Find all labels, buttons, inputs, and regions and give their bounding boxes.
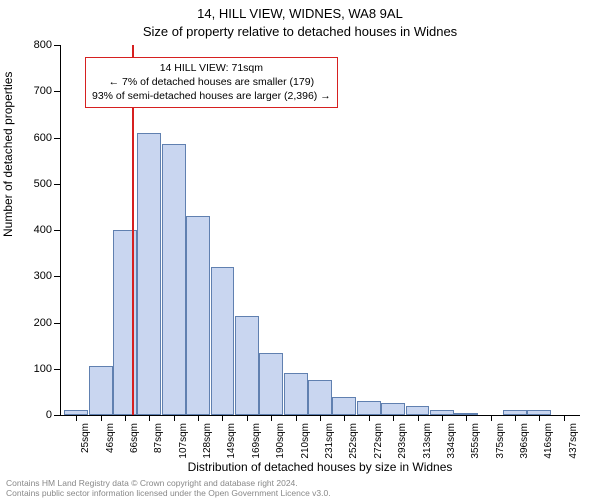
x-tick-label: 210sqm (300, 423, 311, 459)
x-tick-label: 46sqm (105, 423, 116, 453)
x-tick-mark (418, 415, 419, 421)
x-tick-label: 313sqm (422, 423, 433, 459)
footer-line1: Contains HM Land Registry data © Crown c… (6, 478, 331, 488)
info-line-larger: 93% of semi-detached houses are larger (… (92, 89, 331, 103)
x-tick-label: 107sqm (178, 423, 189, 459)
x-tick-mark (149, 415, 150, 421)
x-tick-mark (442, 415, 443, 421)
x-tick-label: 272sqm (373, 423, 384, 459)
x-tick-label: 355sqm (470, 423, 481, 459)
x-tick-mark (296, 415, 297, 421)
x-tick-label: 231sqm (324, 423, 335, 459)
y-tick-label: 100 (34, 363, 52, 375)
footer-line2: Contains public sector information licen… (6, 488, 331, 498)
x-tick-mark (76, 415, 77, 421)
x-tick-label: 128sqm (202, 423, 213, 459)
x-tick-mark (491, 415, 492, 421)
histogram-bar (186, 216, 210, 415)
x-tick-label: 149sqm (226, 423, 237, 459)
x-axis-label: Distribution of detached houses by size … (60, 460, 580, 474)
y-tick-label: 400 (34, 224, 52, 236)
property-info-box: 14 HILL VIEW: 71sqm ← 7% of detached hou… (85, 57, 338, 108)
x-tick-mark (564, 415, 565, 421)
y-tick-mark (54, 138, 60, 139)
histogram-bar (381, 403, 405, 415)
y-tick-label: 700 (34, 85, 52, 97)
x-tick-label: 169sqm (251, 423, 262, 459)
x-tick-mark (247, 415, 248, 421)
y-tick-mark (54, 45, 60, 46)
y-tick-mark (54, 323, 60, 324)
x-tick-mark (344, 415, 345, 421)
y-tick-mark (54, 230, 60, 231)
y-tick-label: 200 (34, 317, 52, 329)
y-tick-label: 800 (34, 39, 52, 51)
x-tick-label: 87sqm (153, 423, 164, 453)
x-tick-mark (393, 415, 394, 421)
x-tick-label: 375sqm (495, 423, 506, 459)
x-tick-mark (198, 415, 199, 421)
info-line-smaller: ← 7% of detached houses are smaller (179… (92, 75, 331, 89)
y-tick-label: 0 (46, 409, 52, 421)
x-tick-label: 334sqm (446, 423, 457, 459)
y-tick-mark (54, 369, 60, 370)
y-tick-label: 300 (34, 270, 52, 282)
histogram-bar (211, 267, 235, 415)
histogram-bar (357, 401, 381, 415)
x-tick-label: 396sqm (519, 423, 530, 459)
y-tick-label: 600 (34, 132, 52, 144)
x-tick-mark (466, 415, 467, 421)
copyright-footer: Contains HM Land Registry data © Crown c… (6, 478, 331, 498)
x-tick-mark (101, 415, 102, 421)
x-tick-mark (125, 415, 126, 421)
histogram-bar (308, 380, 332, 415)
y-tick-mark (54, 184, 60, 185)
histogram-bar (259, 353, 283, 415)
x-tick-mark (174, 415, 175, 421)
x-tick-mark (271, 415, 272, 421)
x-tick-label: 190sqm (275, 423, 286, 459)
x-tick-mark (369, 415, 370, 421)
info-line-property: 14 HILL VIEW: 71sqm (92, 61, 331, 75)
chart-title-subtitle: Size of property relative to detached ho… (0, 24, 600, 39)
y-axis-line (60, 45, 61, 415)
chart-title-address: 14, HILL VIEW, WIDNES, WA8 9AL (0, 6, 600, 21)
x-tick-mark (222, 415, 223, 421)
histogram-bar (332, 397, 356, 416)
x-tick-label: 252sqm (348, 423, 359, 459)
x-tick-mark (539, 415, 540, 421)
property-size-chart: 14, HILL VIEW, WIDNES, WA8 9AL Size of p… (0, 0, 600, 500)
histogram-bar (162, 144, 186, 415)
x-tick-mark (515, 415, 516, 421)
histogram-bar (235, 316, 259, 415)
x-tick-label: 293sqm (397, 423, 408, 459)
histogram-bar (137, 133, 161, 415)
y-tick-mark (54, 276, 60, 277)
histogram-bar (89, 366, 113, 415)
y-tick-label: 500 (34, 178, 52, 190)
x-tick-label: 416sqm (543, 423, 554, 459)
y-axis: 0100200300400500600700800 (0, 0, 60, 370)
histogram-bar (406, 406, 430, 415)
y-tick-mark (54, 91, 60, 92)
x-tick-label: 437sqm (568, 423, 579, 459)
x-tick-mark (320, 415, 321, 421)
x-tick-label: 25sqm (80, 423, 91, 453)
x-tick-label: 66sqm (129, 423, 140, 453)
histogram-bar (284, 373, 308, 415)
